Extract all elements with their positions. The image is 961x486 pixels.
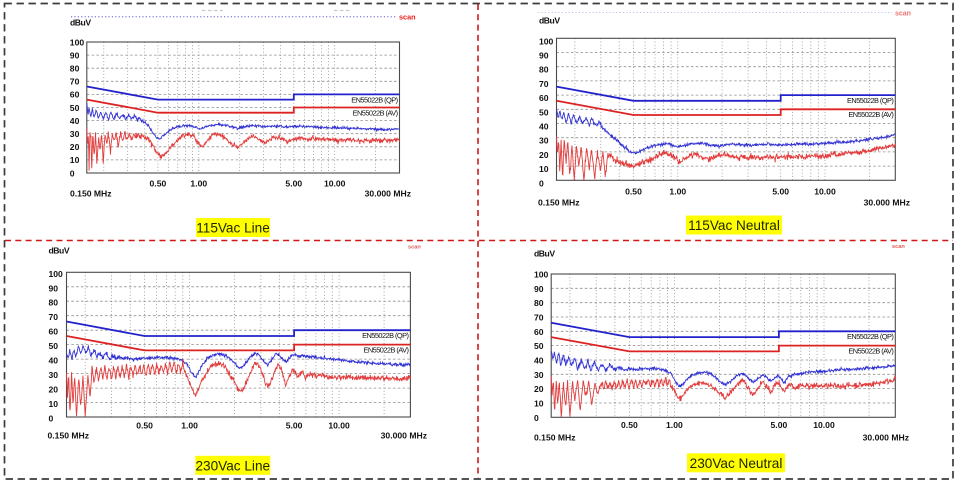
svg-text:0: 0 bbox=[539, 178, 544, 188]
svg-text:0.150 MHz: 0.150 MHz bbox=[538, 198, 580, 208]
svg-text:dBuV: dBuV bbox=[70, 18, 91, 28]
svg-text:10: 10 bbox=[534, 399, 544, 409]
svg-text:70: 70 bbox=[49, 312, 59, 322]
svg-text:EN55022B (AV): EN55022B (AV) bbox=[364, 346, 409, 355]
svg-text:80: 80 bbox=[70, 64, 80, 74]
svg-text:1.00: 1.00 bbox=[190, 179, 207, 189]
svg-text:10: 10 bbox=[539, 164, 549, 174]
svg-text:50: 50 bbox=[539, 107, 549, 117]
svg-text:60: 60 bbox=[534, 327, 544, 337]
svg-text:30.000 MHz: 30.000 MHz bbox=[864, 198, 910, 208]
svg-text:0.50: 0.50 bbox=[621, 420, 638, 430]
svg-text:20: 20 bbox=[539, 150, 549, 160]
svg-text:30: 30 bbox=[539, 136, 549, 146]
svg-text:70: 70 bbox=[534, 313, 544, 323]
svg-text:5.00: 5.00 bbox=[772, 187, 789, 197]
svg-text:230Vac Line: 230Vac Line bbox=[196, 458, 271, 473]
svg-text:60: 60 bbox=[70, 90, 80, 100]
svg-text:50: 50 bbox=[534, 341, 544, 351]
svg-text:80: 80 bbox=[49, 298, 59, 308]
svg-text:30.000 MHz: 30.000 MHz bbox=[863, 433, 909, 443]
svg-text:30: 30 bbox=[70, 129, 80, 139]
svg-text:20: 20 bbox=[534, 384, 544, 394]
svg-text:50: 50 bbox=[49, 341, 59, 351]
svg-text:5.00: 5.00 bbox=[286, 421, 303, 431]
svg-text:EN55022B (QP): EN55022B (QP) bbox=[847, 96, 893, 105]
svg-text:10.00: 10.00 bbox=[324, 179, 346, 189]
svg-text:40: 40 bbox=[70, 116, 80, 126]
svg-text:0.50: 0.50 bbox=[136, 421, 153, 431]
svg-text:40: 40 bbox=[534, 356, 544, 366]
svg-text:90: 90 bbox=[49, 283, 59, 293]
svg-text:0: 0 bbox=[49, 414, 54, 424]
svg-text:1.00: 1.00 bbox=[669, 187, 686, 197]
svg-text:EN55022B (AV): EN55022B (AV) bbox=[848, 110, 893, 119]
svg-text:90: 90 bbox=[534, 284, 544, 294]
svg-text:dBuV: dBuV bbox=[49, 246, 70, 256]
svg-text:0.150 MHz: 0.150 MHz bbox=[48, 431, 90, 441]
svg-text:0: 0 bbox=[70, 168, 75, 178]
svg-text:0.50: 0.50 bbox=[150, 179, 167, 189]
svg-text:40: 40 bbox=[539, 122, 549, 132]
svg-text:EN55022B (QP): EN55022B (QP) bbox=[847, 332, 893, 341]
svg-text:scan: scan bbox=[399, 12, 416, 21]
svg-text:scan: scan bbox=[895, 11, 911, 18]
svg-text:60: 60 bbox=[539, 93, 549, 103]
svg-text:80: 80 bbox=[539, 65, 549, 75]
svg-text:scan: scan bbox=[408, 245, 421, 251]
svg-text:60: 60 bbox=[49, 327, 59, 337]
svg-text:30: 30 bbox=[49, 370, 59, 380]
svg-text:1.00: 1.00 bbox=[181, 421, 198, 431]
svg-text:30.000 MHz: 30.000 MHz bbox=[365, 189, 411, 199]
svg-text:10: 10 bbox=[49, 399, 59, 409]
svg-text:100: 100 bbox=[534, 270, 549, 280]
svg-text:10: 10 bbox=[70, 155, 80, 165]
svg-text:10.00: 10.00 bbox=[813, 420, 835, 430]
svg-text:10.00: 10.00 bbox=[814, 187, 836, 197]
svg-text:EN55022B (QP): EN55022B (QP) bbox=[351, 95, 397, 104]
svg-text:70: 70 bbox=[539, 79, 549, 89]
svg-text:0.150 MHz: 0.150 MHz bbox=[534, 433, 576, 443]
svg-text:dBuV: dBuV bbox=[539, 16, 560, 26]
svg-text:90: 90 bbox=[70, 50, 80, 60]
svg-text:EN55022B (QP): EN55022B (QP) bbox=[362, 331, 408, 340]
svg-text:100: 100 bbox=[70, 37, 85, 47]
svg-text:5.00: 5.00 bbox=[771, 420, 788, 430]
svg-text:0.50: 0.50 bbox=[625, 187, 642, 197]
svg-text:0.150 MHz: 0.150 MHz bbox=[70, 189, 112, 199]
svg-text:230Vac Neutral: 230Vac Neutral bbox=[690, 456, 783, 471]
svg-text:10.00: 10.00 bbox=[328, 421, 350, 431]
svg-text:100: 100 bbox=[539, 36, 554, 46]
svg-text:80: 80 bbox=[534, 298, 544, 308]
svg-text:100: 100 bbox=[49, 269, 64, 279]
svg-text:1.00: 1.00 bbox=[666, 420, 683, 430]
svg-text:90: 90 bbox=[539, 51, 549, 61]
svg-text:EN55022B (AV): EN55022B (AV) bbox=[353, 108, 398, 117]
svg-text:115Vac Neutral: 115Vac Neutral bbox=[688, 218, 780, 233]
svg-text:30: 30 bbox=[534, 370, 544, 380]
svg-text:0: 0 bbox=[534, 413, 539, 423]
svg-text:115Vac Line: 115Vac Line bbox=[196, 221, 270, 236]
svg-text:70: 70 bbox=[70, 77, 80, 87]
svg-text:50: 50 bbox=[70, 103, 80, 113]
svg-text:scan: scan bbox=[892, 244, 905, 250]
svg-text:30.000 MHz: 30.000 MHz bbox=[381, 431, 427, 441]
svg-text:20: 20 bbox=[49, 385, 59, 395]
svg-text:EN55022B (AV): EN55022B (AV) bbox=[848, 347, 893, 356]
svg-text:20: 20 bbox=[70, 142, 80, 152]
svg-text:dBuV: dBuV bbox=[534, 249, 555, 259]
svg-text:5.00: 5.00 bbox=[285, 179, 302, 189]
svg-text:40: 40 bbox=[49, 356, 59, 366]
